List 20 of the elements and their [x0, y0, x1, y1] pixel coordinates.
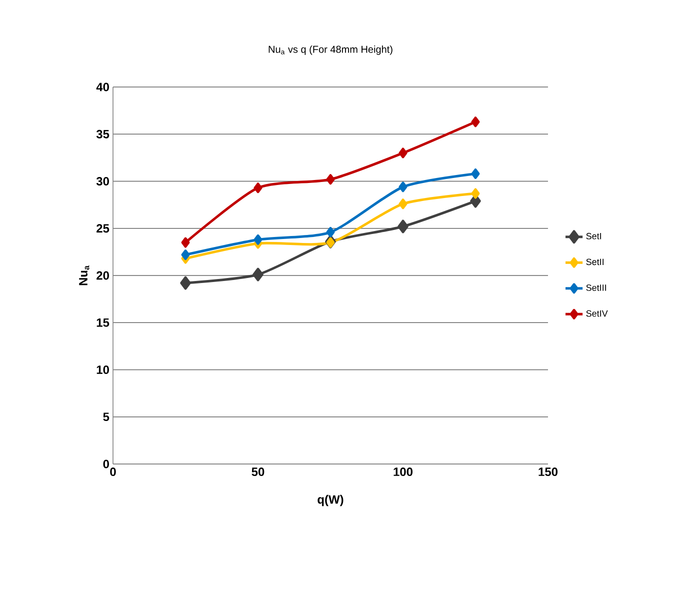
x-tick-label: 100 — [394, 468, 413, 476]
legend-label: SetIV — [586, 310, 608, 317]
legend-label: SetIII — [586, 284, 606, 291]
x-axis-title: q(W) — [318, 494, 344, 506]
x-tick-label: 0 — [110, 468, 116, 476]
y-tick-label: 25 — [96, 224, 110, 233]
y-axis-title: Nu$_{a}$ — [79, 265, 90, 286]
x-tick-label: 50 — [252, 468, 264, 476]
y-tick-label: 35 — [96, 130, 110, 138]
y-tick-label: 30 — [96, 177, 109, 186]
legend-label: SetI — [586, 232, 602, 240]
x-tick-label: 150 — [538, 468, 558, 476]
y-tick-label: 5 — [103, 412, 110, 422]
chart-title: Nu$_{a}$ vs q (For 48mm Height) — [268, 46, 392, 55]
legend-label: SetII — [586, 258, 604, 266]
y-tick-label: 10 — [96, 366, 109, 374]
y-tick-label: 40 — [96, 82, 109, 92]
y-tick-label: 15 — [96, 318, 110, 327]
y-tick-label: 20 — [96, 271, 109, 280]
y-tick-label: 0 — [103, 460, 109, 468]
